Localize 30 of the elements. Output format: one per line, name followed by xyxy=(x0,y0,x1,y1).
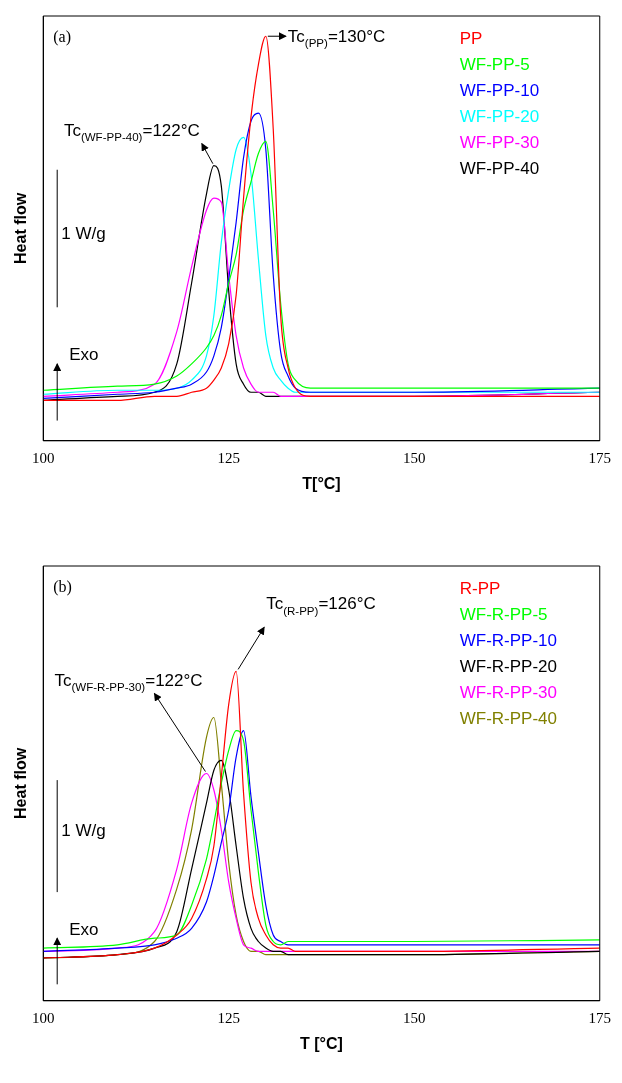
text: WF-R-PP-30 xyxy=(459,683,558,702)
x-tick-label: 150 xyxy=(402,449,426,466)
x-tick-label: 125 xyxy=(217,1009,240,1026)
x-tick-label: 100 xyxy=(31,449,55,466)
x-axis-title: T [°C] xyxy=(300,1034,343,1052)
text: WF-R-PP-40 xyxy=(459,709,558,728)
text: WF-R-PP-5 xyxy=(459,605,548,624)
text: WF-PP-10 xyxy=(459,81,540,100)
annotation: 1 W/g xyxy=(61,821,106,841)
text: WF-R-PP-20 xyxy=(459,657,558,676)
y-axis-title: Heat flow xyxy=(12,192,30,264)
annotation: Exo xyxy=(69,344,99,364)
text: R-PP xyxy=(459,579,501,598)
x-tick-label: 175 xyxy=(588,449,611,466)
text: WF-R-PP-10 xyxy=(459,631,558,650)
text: WF-PP-30 xyxy=(459,133,540,152)
annotation: Exo xyxy=(69,919,99,939)
text: WF-PP-5 xyxy=(459,55,530,74)
annotation: (a) xyxy=(53,28,71,46)
y-axis-title: Heat flow xyxy=(12,747,30,819)
text: (b) xyxy=(53,578,72,596)
x-tick-label: 125 xyxy=(217,449,240,466)
x-tick-label: 100 xyxy=(31,1009,55,1026)
text: WF-PP-20 xyxy=(459,107,540,126)
x-axis-title: T[°C] xyxy=(302,474,341,492)
x-tick-label: 150 xyxy=(402,1009,426,1026)
annotation: 1 W/g xyxy=(61,223,106,243)
text: PP xyxy=(459,29,483,48)
text: WF-PP-40 xyxy=(459,159,540,178)
x-tick-label: 175 xyxy=(588,1009,611,1026)
